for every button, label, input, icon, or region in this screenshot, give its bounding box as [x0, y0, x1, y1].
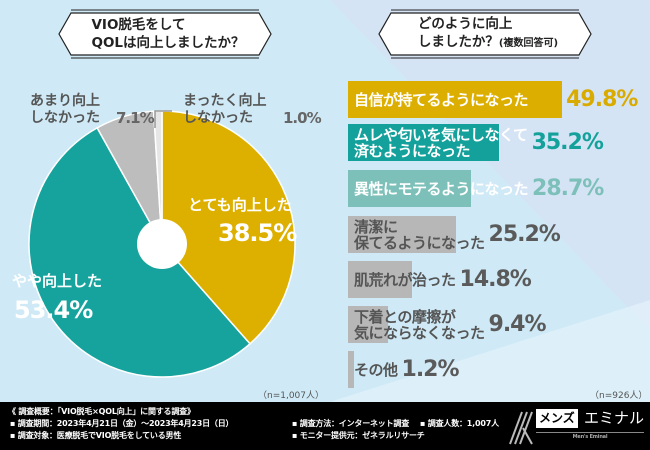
bar-value: 14.8% — [459, 267, 532, 292]
bar — [348, 351, 354, 388]
bar-value: 1.2% — [401, 357, 460, 382]
bar-label: 肌荒れが治った — [354, 270, 456, 289]
survey-count: ▪ 調査人数：1,007人 — [420, 419, 499, 428]
left-question-box: VIO脱毛をして QOLは向上しましたか？ — [57, 9, 273, 59]
bar-label: 下着との摩擦が 気にならなくなった — [354, 307, 485, 342]
survey-provider: ▪ モニター提供元：ゼネラルリサーチ — [292, 431, 425, 440]
pie-label-somewhat: やや向上した — [12, 272, 103, 290]
pie-label-somewhat-not: あまり向上 しなかった — [30, 93, 100, 126]
bar-value: 28.7% — [532, 176, 604, 201]
bar — [348, 216, 457, 253]
bar — [348, 124, 500, 161]
bar-value: 9.4% — [488, 312, 547, 337]
bar-label: その他 — [354, 360, 398, 379]
donut-hole — [137, 219, 187, 269]
bar-label: ムレや匂いを気にしなくて 済むようになった — [354, 125, 528, 160]
survey-method: ▪ 調査方法：インターネット調査 — [292, 419, 410, 428]
bar-label: 自信が持てるようになった — [354, 90, 529, 109]
bar-value: 49.8% — [566, 87, 638, 112]
survey-target: ▪ 調査対象：医療脱毛でVIO脱毛をしている男性 — [10, 431, 182, 440]
pie-value-not-at-all: 1.0% — [283, 109, 322, 127]
bar-value: 25.2% — [488, 222, 561, 247]
pie-value-very: 38.5% — [218, 219, 297, 247]
pie-value-somewhat: 53.4% — [14, 296, 93, 324]
left-question: VIO脱毛をして QOLは向上しましたか？ — [91, 17, 245, 51]
logo-right: エミナル — [584, 409, 645, 427]
pie-value-somewhat-not: 7.1% — [116, 109, 155, 127]
bar — [348, 261, 412, 298]
right-question-box: どのように向上 しましたか？(複数回答可) — [377, 9, 593, 59]
footer: 《 調査概要：「VIO脱毛×QOL向上」に関する調査》 ▪ 調査期間：2023年… — [0, 402, 650, 450]
pie-label-not-at-all: まったく向上 しなかった — [183, 93, 267, 126]
bar — [348, 306, 389, 343]
bar — [348, 170, 472, 207]
logo-left: メンズ — [536, 409, 578, 428]
pie-label-very: とても向上した — [188, 196, 292, 214]
bar — [348, 81, 563, 118]
pie-slice — [161, 110, 296, 345]
survey-period: ▪ 調査期間：2023年4月21日（金）～2023年4月23日（日） — [10, 419, 234, 428]
leader-line — [154, 110, 172, 128]
survey-title: 《 調査概要：「VIO脱毛×QOL向上」に関する調査》 — [8, 407, 195, 416]
bar-label: 異性にモテるようになった — [354, 179, 529, 198]
pie-chart — [28, 110, 296, 378]
logo-mark-icon — [509, 411, 533, 445]
right-question: どのように向上 しましたか？(複数回答可) — [417, 16, 559, 50]
right-sample-size: （n=926人） — [590, 391, 648, 401]
bar-label: 清潔に 保てるようになった — [354, 217, 485, 252]
logo-sub: Men's Eminal — [536, 432, 644, 441]
bar-value: 35.2% — [531, 130, 604, 155]
left-sample-size: （n=1,007人） — [258, 391, 325, 401]
